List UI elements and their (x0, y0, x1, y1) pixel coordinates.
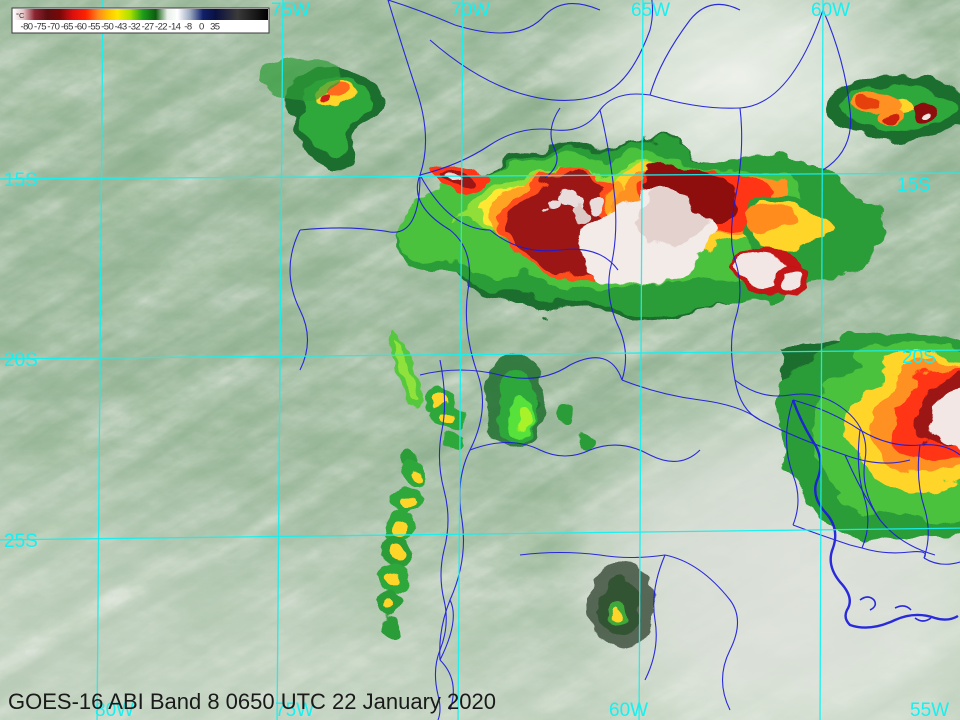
svg-text:-14: -14 (168, 22, 180, 33)
svg-text:75W: 75W (271, 0, 310, 21)
svg-text:-32: -32 (128, 22, 140, 33)
svg-text:15S: 15S (4, 170, 38, 191)
svg-text:-22: -22 (155, 22, 167, 33)
svg-text:55W: 55W (910, 700, 949, 720)
svg-text:0: 0 (199, 22, 204, 33)
svg-text:-75: -75 (34, 22, 46, 33)
svg-text:-8: -8 (184, 22, 192, 33)
svg-text:-43: -43 (115, 22, 127, 33)
svg-text:GOES-16 ABI Band 8 0650 UTC 22: GOES-16 ABI Band 8 0650 UTC 22 January 2… (8, 689, 496, 714)
svg-text:-50: -50 (101, 22, 113, 33)
svg-text:20S: 20S (4, 350, 38, 371)
svg-text:-55: -55 (88, 22, 100, 33)
svg-text:°C: °C (16, 11, 25, 20)
svg-text:-65: -65 (61, 22, 73, 33)
svg-text:70W: 70W (451, 0, 490, 21)
svg-text:60W: 60W (811, 0, 850, 21)
svg-text:-27: -27 (142, 22, 154, 33)
svg-text:-80: -80 (21, 22, 33, 33)
svg-text:25S: 25S (4, 531, 38, 552)
svg-text:20S: 20S (902, 347, 936, 368)
svg-text:-60: -60 (74, 22, 86, 33)
svg-text:-70: -70 (47, 22, 59, 33)
svg-text:35: 35 (210, 22, 220, 33)
svg-text:65W: 65W (631, 0, 670, 21)
svg-text:15S: 15S (897, 175, 931, 196)
svg-text:60W: 60W (609, 700, 648, 720)
